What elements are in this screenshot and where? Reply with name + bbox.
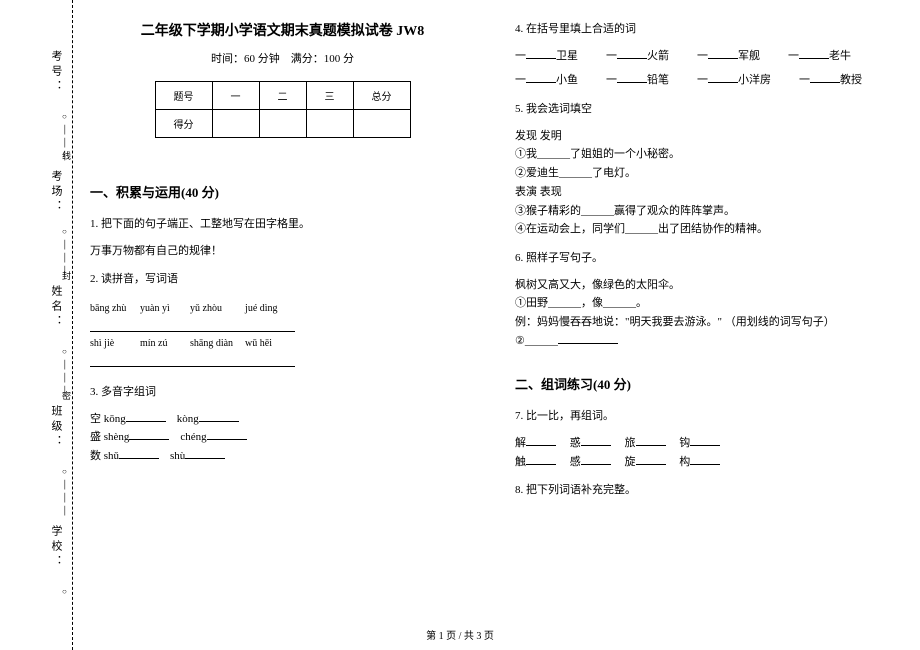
question-6: 6. 照样子写句子。 枫树又高又大，像绿色的太阳伞。 ①田野______，像__…: [515, 249, 900, 350]
table-row: 得分: [155, 110, 410, 138]
section-1-title: 一、积累与运用(40 分): [90, 182, 475, 201]
question-4: 4. 在括号里填上合适的词 一卫星 一火箭 一军舰 一老牛 一小鱼 一铅笔 一小…: [515, 20, 900, 90]
binding-circle-4: ○│││: [62, 465, 68, 517]
question-3: 3. 多音字组词 空 kōng kòng 盛 shèng chéng 数 shǔ…: [90, 383, 475, 466]
exam-subtitle: 时间：60 分钟 满分：100 分: [90, 50, 475, 66]
question-5: 5. 我会选词填空 发现 发明 ①我______了姐姐的一个小秘密。 ②爱迪生_…: [515, 100, 900, 239]
binding-dashed-line: [72, 0, 73, 650]
binding-text-2: 封: [62, 270, 71, 283]
label-exam-number: 考号：: [48, 50, 64, 95]
question-8: 8. 把下列词语补充完整。: [515, 481, 900, 500]
question-2: 2. 读拼音，写词语 bāng zhù yuàn yì yǔ zhòu jué …: [90, 270, 475, 373]
score-table: 题号 一 二 三 总分 得分: [155, 81, 411, 138]
main-content: 二年级下学期小学语文期末真题模拟试卷 JW8 时间：60 分钟 满分：100 分…: [90, 20, 900, 620]
question-1: 1. 把下面的句子端正、工整地写在田字格里。 万事万物都有自己的规律！: [90, 215, 475, 260]
compare-row: 触 感 旋 构: [515, 453, 900, 472]
label-name: 姓名：: [48, 285, 64, 330]
label-class: 班级：: [48, 405, 64, 450]
fill-grid: 一卫星 一火箭 一军舰 一老牛 一小鱼 一铅笔 一小洋房 一教授: [515, 47, 900, 90]
question-7: 7. 比一比，再组词。 解 惑 旅 钩 触 感 旋 构: [515, 407, 900, 471]
label-exam-room: 考场：: [48, 170, 64, 215]
table-row: 题号 一 二 三 总分: [155, 82, 410, 110]
left-column: 二年级下学期小学语文期末真题模拟试卷 JW8 时间：60 分钟 满分：100 分…: [90, 20, 475, 620]
compare-row: 解 惑 旅 钩: [515, 434, 900, 453]
binding-text-1: 线: [62, 150, 71, 163]
polyphone-line: 空 kōng kòng: [90, 410, 475, 429]
page-footer: 第 1 页 / 共 3 页: [0, 627, 920, 642]
binding-text-3: 密: [62, 390, 71, 403]
right-column: 4. 在括号里填上合适的词 一卫星 一火箭 一军舰 一老牛 一小鱼 一铅笔 一小…: [515, 20, 900, 620]
polyphone-line: 数 shǔ shù: [90, 447, 475, 466]
section-2-title: 二、组词练习(40 分): [515, 374, 900, 393]
binding-margin: 考号： ○│││ 考场： 线 ○│││ 姓名： 封 ○│││ 班级： 密 ○││…: [0, 0, 75, 650]
polyphone-line: 盛 shèng chéng: [90, 428, 475, 447]
exam-title: 二年级下学期小学语文期末真题模拟试卷 JW8: [90, 20, 475, 40]
pinyin-table: bāng zhù yuàn yì yǔ zhòu jué dìng shì ji…: [90, 297, 295, 367]
binding-circle-5: ○: [62, 585, 67, 598]
label-school: 学校：: [48, 525, 64, 570]
